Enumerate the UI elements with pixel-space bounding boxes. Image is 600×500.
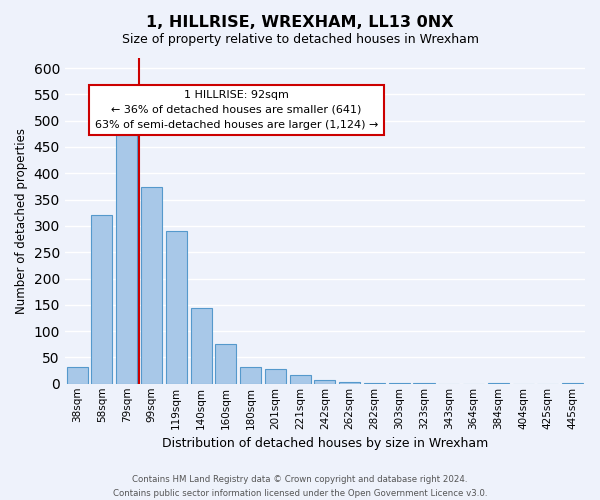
Bar [91, 215, 112, 384]
Bar [141, 187, 162, 384]
Bar [389, 383, 410, 384]
Bar [265, 368, 286, 384]
Bar [488, 383, 509, 384]
X-axis label: Distribution of detached houses by size in Wrexham: Distribution of detached houses by size … [162, 437, 488, 450]
Bar [67, 367, 88, 384]
Bar [240, 368, 261, 384]
Text: 1, HILLRISE, WREXHAM, LL13 0NX: 1, HILLRISE, WREXHAM, LL13 0NX [146, 15, 454, 30]
Bar [364, 382, 385, 384]
Text: Contains HM Land Registry data © Crown copyright and database right 2024.
Contai: Contains HM Land Registry data © Crown c… [113, 476, 487, 498]
Bar [339, 382, 360, 384]
Text: Size of property relative to detached houses in Wrexham: Size of property relative to detached ho… [121, 32, 479, 46]
Bar [215, 344, 236, 384]
Bar [166, 231, 187, 384]
Bar [191, 308, 212, 384]
Text: 1 HILLRISE: 92sqm
← 36% of detached houses are smaller (641)
63% of semi-detache: 1 HILLRISE: 92sqm ← 36% of detached hous… [95, 90, 378, 130]
Bar [290, 375, 311, 384]
Y-axis label: Number of detached properties: Number of detached properties [15, 128, 28, 314]
Bar [413, 383, 434, 384]
Bar [314, 380, 335, 384]
Bar [116, 136, 137, 384]
Bar [562, 383, 583, 384]
